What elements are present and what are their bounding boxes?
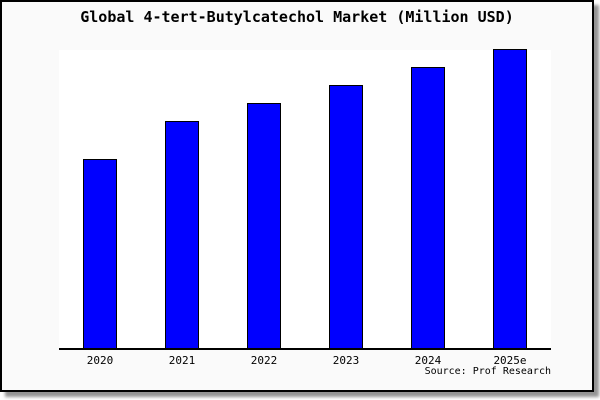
bar-2020 (83, 159, 117, 348)
x-tick-label-2023: 2023 (332, 354, 360, 367)
bar-2024 (411, 66, 445, 348)
x-tick-label-2024: 2024 (414, 354, 442, 367)
chart-title: Global 4-tert-Butylcatechol Market (Mill… (80, 8, 514, 26)
bar-2021 (165, 120, 199, 348)
x-tick-label-2020: 2020 (86, 354, 114, 367)
x-tick-label-2021: 2021 (168, 354, 196, 367)
bar-2022 (247, 102, 281, 348)
bar-2025e (493, 49, 527, 348)
x-tick-label-2022: 2022 (250, 354, 278, 367)
chart-card: Global 4-tert-Butylcatechol Market (Mill… (0, 0, 594, 392)
bar-2023 (329, 84, 363, 348)
plot-area (59, 49, 551, 350)
source-note: Source: Prof Research (424, 366, 551, 377)
x-tick-label-2025e: 2025e (493, 354, 527, 367)
